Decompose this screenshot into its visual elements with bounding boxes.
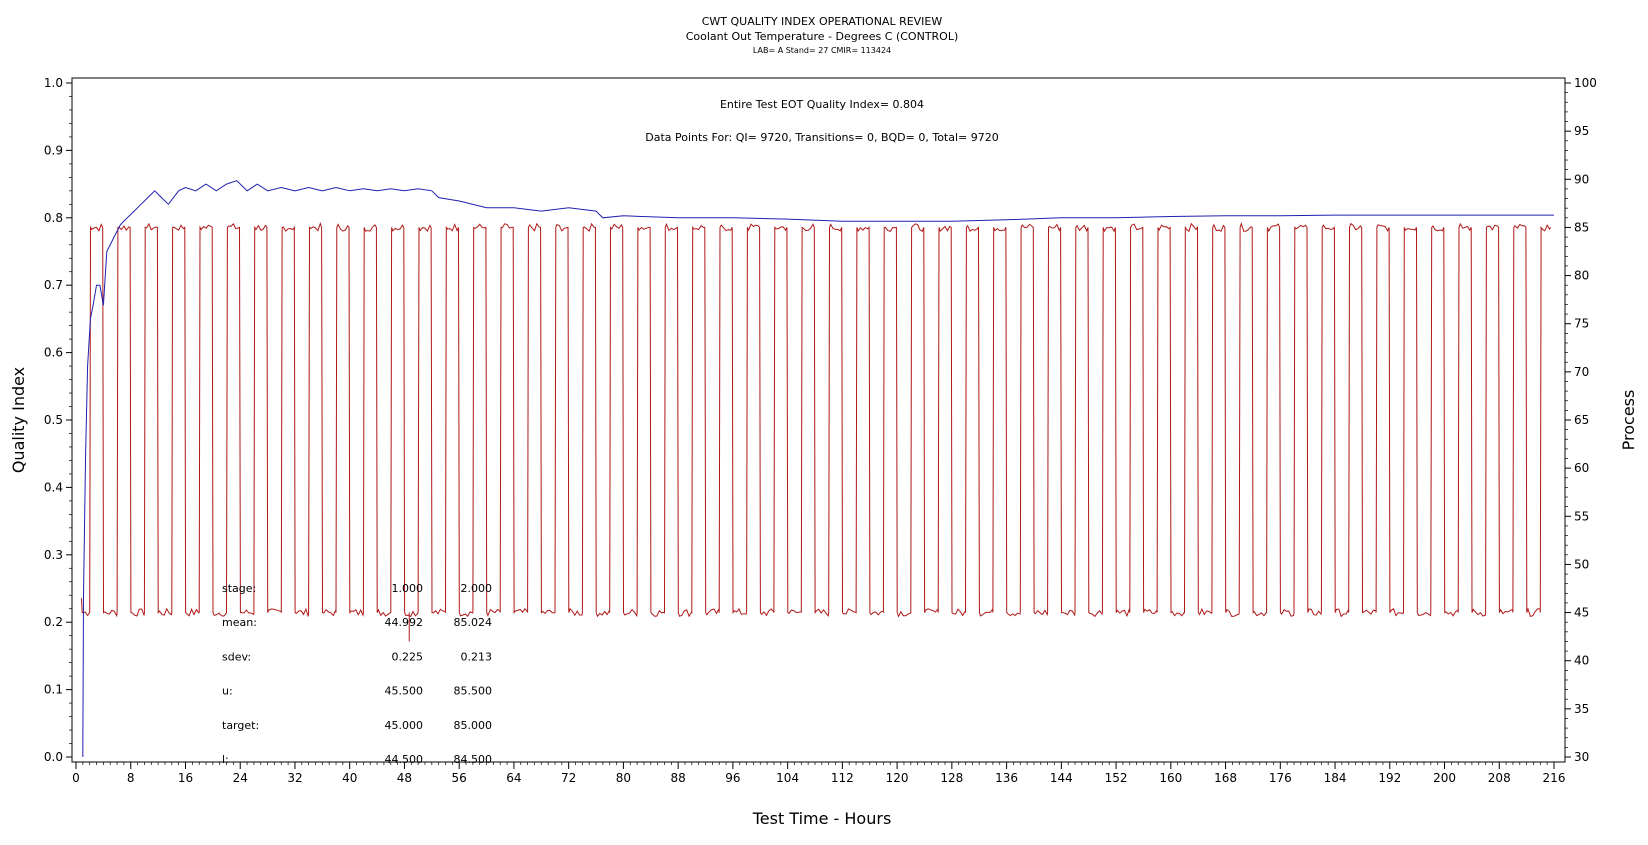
y-left-tick-label: 1.0 bbox=[44, 76, 63, 90]
x-tick-label: 160 bbox=[1159, 771, 1182, 785]
y-right-tick-label: 70 bbox=[1574, 365, 1589, 379]
y-axis-left-title: Quality Index bbox=[9, 367, 28, 473]
annotation-quality-index: Entire Test EOT Quality Index= 0.804 bbox=[720, 98, 924, 111]
process-series-line bbox=[81, 221, 1552, 618]
x-tick-label: 144 bbox=[1050, 771, 1073, 785]
x-tick-label: 56 bbox=[452, 771, 467, 785]
stats-row-stage1-value: 45.000 bbox=[385, 719, 424, 732]
stats-row-stage1-value: 44.500 bbox=[385, 753, 424, 766]
stats-row-label: sdev: bbox=[222, 650, 251, 663]
stats-row-stage1-value: 0.225 bbox=[392, 650, 424, 663]
y-right-tick-label: 85 bbox=[1574, 220, 1589, 234]
stats-row-label: u: bbox=[222, 685, 233, 698]
y-right-tick-label: 60 bbox=[1574, 461, 1589, 475]
chart-subtitle: Coolant Out Temperature - Degrees C (CON… bbox=[686, 30, 959, 43]
x-axis-title: Test Time - Hours bbox=[752, 809, 892, 828]
x-tick-label: 112 bbox=[831, 771, 854, 785]
y-axis-right-title: Process bbox=[1619, 390, 1638, 451]
x-tick-label: 64 bbox=[506, 771, 521, 785]
y-left-tick-label: 0.3 bbox=[44, 548, 63, 562]
x-tick-label: 48 bbox=[397, 771, 412, 785]
stats-row-label: target: bbox=[222, 719, 259, 732]
x-tick-label: 168 bbox=[1214, 771, 1237, 785]
x-tick-label: 128 bbox=[940, 771, 963, 785]
x-tick-label: 8 bbox=[127, 771, 135, 785]
stats-row-stage2-value: 2.000 bbox=[461, 582, 493, 595]
series-layer bbox=[81, 180, 1554, 758]
stats-row-stage2-value: 84.500 bbox=[454, 753, 493, 766]
x-tick-label: 176 bbox=[1269, 771, 1292, 785]
x-tick-label: 104 bbox=[776, 771, 799, 785]
y-right-tick-label: 95 bbox=[1574, 124, 1589, 138]
y-left-tick-label: 0.2 bbox=[44, 615, 63, 629]
y-right-tick-label: 65 bbox=[1574, 413, 1589, 427]
x-tick-label: 72 bbox=[561, 771, 576, 785]
plot-frame bbox=[71, 77, 1566, 763]
annotation-data-points: Data Points For: QI= 9720, Transitions= … bbox=[645, 131, 999, 144]
x-tick-label: 216 bbox=[1543, 771, 1566, 785]
x-tick-label: 208 bbox=[1488, 771, 1511, 785]
stats-row-label: mean: bbox=[222, 616, 257, 629]
y-left-tick-label: 0.4 bbox=[44, 480, 63, 494]
y-right-tick-label: 30 bbox=[1574, 750, 1589, 764]
stats-table: stage: 1.000 2.000 mean: 44.992 85.024 sdev: 0.… bbox=[222, 582, 492, 766]
y-right-tick-label: 40 bbox=[1574, 654, 1589, 668]
stats-row-stage1-value: 45.500 bbox=[385, 685, 424, 698]
stats-row-stage2-value: 85.000 bbox=[454, 719, 493, 732]
y-left-tick-label: 0.1 bbox=[44, 683, 63, 697]
stats-row-stage1-value: 1.000 bbox=[392, 582, 424, 595]
y-left-tick-label: 0.5 bbox=[44, 413, 63, 427]
axis-ticks: 0 8 16 24 32 40 48 56 64 72 80 88 96 104 112 120 128 136 1… bbox=[44, 76, 1597, 785]
y-left-tick-label: 0.6 bbox=[44, 346, 63, 360]
y-right-tick-label: 75 bbox=[1574, 317, 1589, 331]
y-right-tick-label: 50 bbox=[1574, 557, 1589, 571]
x-tick-label: 24 bbox=[233, 771, 248, 785]
x-tick-label: 32 bbox=[287, 771, 302, 785]
stats-row-stage2-value: 85.024 bbox=[454, 616, 493, 629]
x-tick-label: 120 bbox=[886, 771, 909, 785]
x-tick-label: 96 bbox=[725, 771, 740, 785]
y-right-tick-label: 35 bbox=[1574, 702, 1589, 716]
chart-subtitle-lab-info: LAB= A Stand= 27 CMIR= 113424 bbox=[753, 46, 891, 55]
x-tick-label: 0 bbox=[72, 771, 80, 785]
y-left-tick-label: 0.8 bbox=[44, 211, 63, 225]
y-right-tick-label: 100 bbox=[1574, 76, 1597, 90]
y-left-tick-label: 0.0 bbox=[44, 750, 63, 764]
y-left-tick-label: 0.9 bbox=[44, 143, 63, 157]
x-tick-label: 200 bbox=[1433, 771, 1456, 785]
x-tick-label: 80 bbox=[616, 771, 631, 785]
x-tick-label: 184 bbox=[1324, 771, 1347, 785]
x-tick-label: 152 bbox=[1105, 771, 1128, 785]
x-tick-label: 192 bbox=[1378, 771, 1401, 785]
stats-row-stage2-value: 0.213 bbox=[461, 650, 493, 663]
x-tick-label: 136 bbox=[995, 771, 1018, 785]
stats-row-label: stage: bbox=[222, 582, 256, 595]
y-right-tick-label: 55 bbox=[1574, 509, 1589, 523]
x-tick-label: 40 bbox=[342, 771, 357, 785]
stats-row-label: l: bbox=[222, 753, 229, 766]
quality-index-series-line bbox=[82, 180, 1554, 758]
y-right-tick-label: 80 bbox=[1574, 269, 1589, 283]
chart-title: CWT QUALITY INDEX OPERATIONAL REVIEW bbox=[702, 15, 943, 28]
y-right-tick-label: 90 bbox=[1574, 172, 1589, 186]
stats-row-stage2-value: 85.500 bbox=[454, 685, 493, 698]
y-right-tick-label: 45 bbox=[1574, 606, 1589, 620]
x-tick-label: 88 bbox=[671, 771, 686, 785]
x-tick-label: 16 bbox=[178, 771, 193, 785]
stats-row-stage1-value: 44.992 bbox=[385, 616, 424, 629]
y-left-tick-label: 0.7 bbox=[44, 278, 63, 292]
